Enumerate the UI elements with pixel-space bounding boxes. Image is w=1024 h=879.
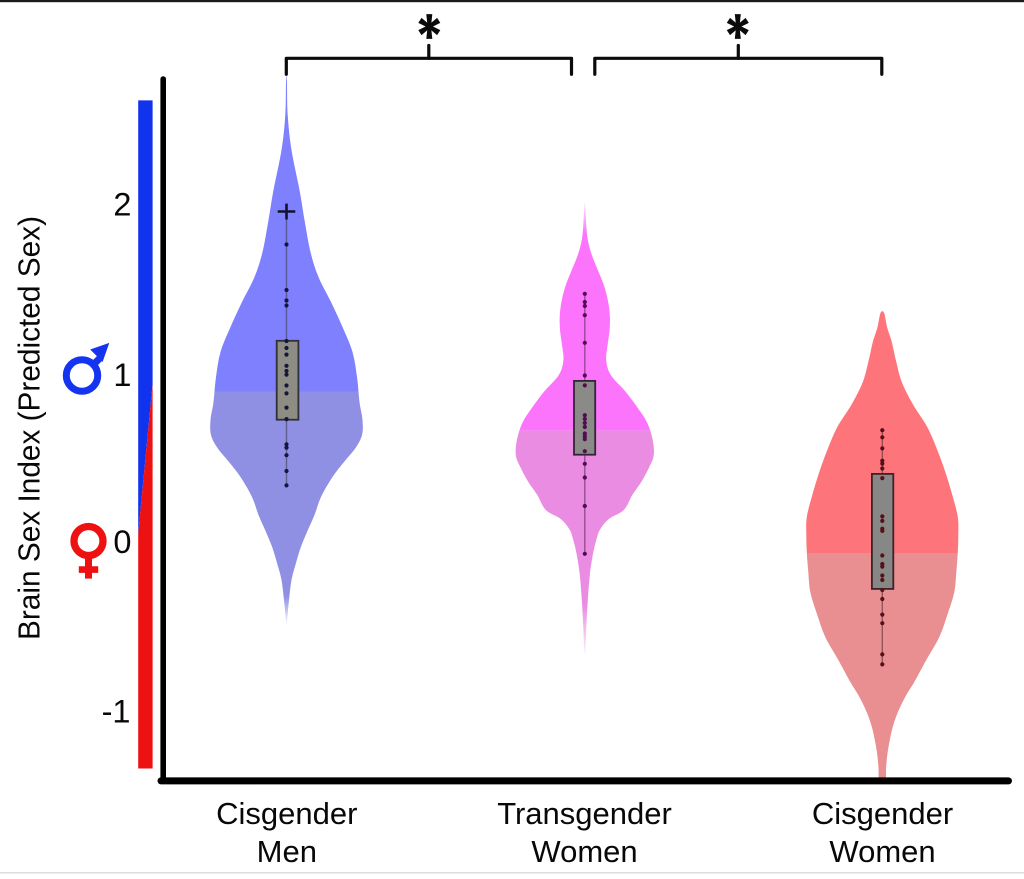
svg-text:0: 0 <box>113 524 131 560</box>
svg-text:1: 1 <box>113 357 131 393</box>
svg-text:2: 2 <box>113 186 131 222</box>
svg-text:Women: Women <box>829 834 935 869</box>
svg-text:Men: Men <box>257 834 317 869</box>
svg-text:Brain Sex Index (Predicted Sex: Brain Sex Index (Predicted Sex) <box>12 216 47 640</box>
svg-text:Cisgender: Cisgender <box>812 796 953 831</box>
svg-text:Women: Women <box>531 834 637 869</box>
svg-text:-1: -1 <box>102 693 131 729</box>
svg-text:Transgender: Transgender <box>497 796 672 831</box>
svg-text:Cisgender: Cisgender <box>216 796 357 831</box>
